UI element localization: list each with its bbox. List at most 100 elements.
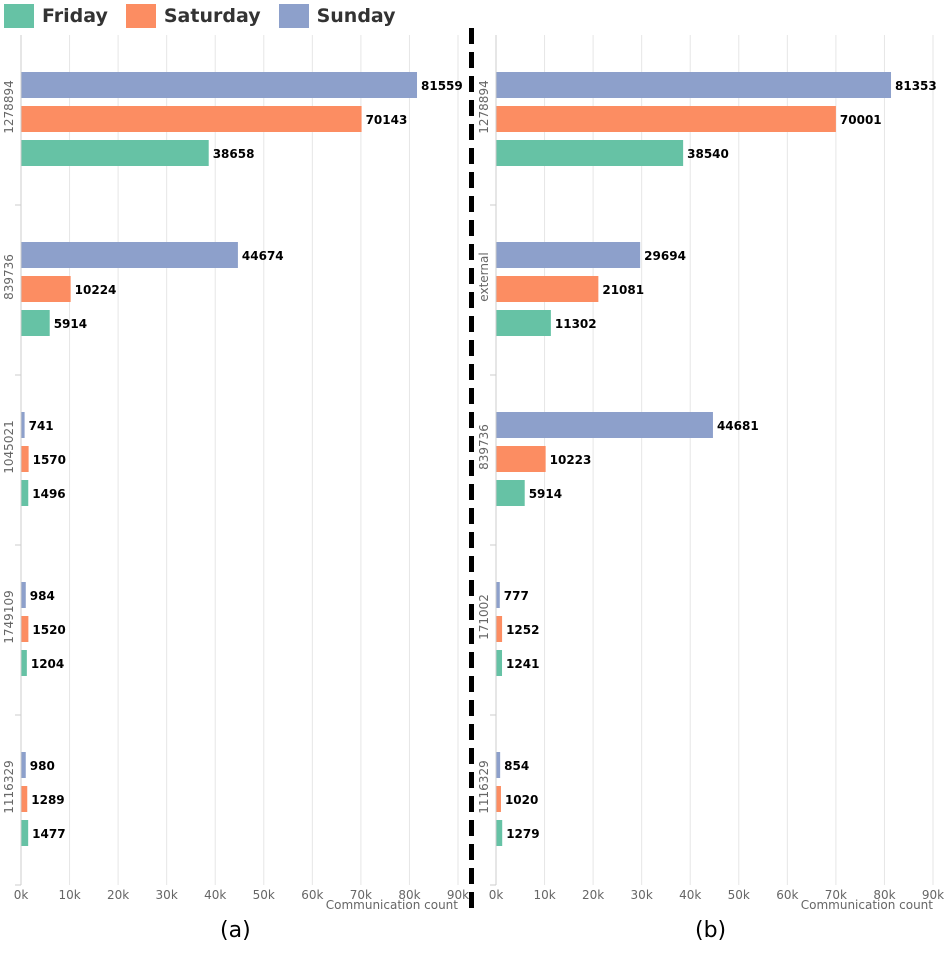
category-label: 1116329 [477,760,491,813]
data-label: 1252 [506,623,539,637]
bar-saturday [21,616,29,642]
bar-saturday [496,616,503,642]
x-tick-label: 50k [253,888,275,902]
x-tick-label: 30k [631,888,653,902]
data-label: 5914 [529,487,562,501]
data-label: 1289 [31,793,64,807]
category-label: 839736 [2,254,16,300]
data-label: 1496 [32,487,65,501]
x-tick-label: 30k [156,888,178,902]
category-label: 839736 [477,424,491,470]
legend-label-saturday: Saturday [163,5,261,27]
bar-sunday [21,752,26,778]
legend-swatch-sunday [278,4,309,28]
bar-friday [496,480,525,506]
bar-sunday [496,412,713,438]
x-tick-label: 20k [582,888,604,902]
legend-item-friday[interactable]: Friday [0,4,108,28]
x-tick-label: 60k [776,888,798,902]
data-label: 44681 [717,419,759,433]
data-label: 38540 [687,147,729,161]
data-label: 29694 [644,249,686,263]
data-label: 1570 [33,453,66,467]
x-tick-label: 70k [350,888,372,902]
legend-item-sunday[interactable]: Sunday [275,4,396,28]
bar-friday [21,820,29,846]
bar-friday [496,310,551,336]
bar-saturday [21,276,71,302]
x-tick-label: 10k [533,888,555,902]
legend-swatch-friday [4,4,34,28]
data-label: 11302 [555,317,597,331]
x-tick-label: 80k [873,888,895,902]
legend-label-friday: Friday [42,5,108,27]
data-label: 1204 [31,657,64,671]
x-tick-label: 20k [107,888,129,902]
bar-friday [21,650,27,676]
data-label: 5914 [54,317,87,331]
bar-sunday [496,582,500,608]
x-tick-label: 0k [14,888,29,902]
panel-label-a: (a) [220,918,251,943]
category-label: 1749109 [2,590,16,643]
bar-sunday [496,72,892,98]
x-tick-label: 10k [58,888,80,902]
category-label: 1116329 [2,760,16,813]
data-label: 21081 [602,283,644,297]
bar-sunday [21,72,418,98]
x-tick-label: 40k [204,888,226,902]
bar-sunday [21,242,238,268]
bar-saturday [496,276,599,302]
data-label: 741 [29,419,54,433]
data-label: 1477 [32,827,65,841]
bar-friday [496,140,684,166]
x-tick-label: 90k [922,888,944,902]
data-label: 854 [504,759,529,773]
data-label: 777 [504,589,529,603]
x-tick-label: 40k [679,888,701,902]
legend-label-sunday: Sunday [316,5,396,27]
bar-sunday [496,242,641,268]
x-tick-label: 50k [728,888,750,902]
data-label: 1279 [506,827,539,841]
data-label: 38658 [213,147,255,161]
category-label: external [477,252,491,301]
bar-friday [21,480,29,506]
x-tick-label: 60k [301,888,323,902]
bar-friday [496,650,503,676]
data-label: 81559 [421,79,463,93]
legend-item-saturday[interactable]: Saturday [122,4,261,28]
bar-saturday [21,786,28,812]
bar-saturday [496,786,501,812]
data-label: 984 [30,589,55,603]
x-tick-label: 90k [447,888,469,902]
legend: Friday Saturday Sunday [0,0,410,32]
x-tick-label: 70k [825,888,847,902]
data-label: 81353 [895,79,937,93]
bar-friday [496,820,503,846]
data-label: 70143 [366,113,408,127]
x-axis-title: Communication count [801,898,934,912]
bar-friday [21,310,50,336]
category-label: 1045021 [2,420,16,473]
bar-friday [21,140,209,166]
bar-sunday [496,752,501,778]
bar-saturday [21,446,29,472]
bar-saturday [21,106,362,132]
data-label: 980 [30,759,55,773]
bar-saturday [496,106,836,132]
data-label: 44674 [242,249,284,263]
bar-sunday [21,582,26,608]
legend-swatch-saturday [125,4,156,28]
x-tick-label: 0k [489,888,504,902]
category-label: 1278894 [477,80,491,133]
data-label: 1520 [32,623,65,637]
category-label: 1278894 [2,80,16,133]
x-tick-label: 80k [398,888,420,902]
data-label: 1241 [506,657,539,671]
data-label: 10224 [75,283,117,297]
bar-sunday [21,412,25,438]
bar-saturday [496,446,546,472]
panel-label-b: (b) [695,918,727,943]
